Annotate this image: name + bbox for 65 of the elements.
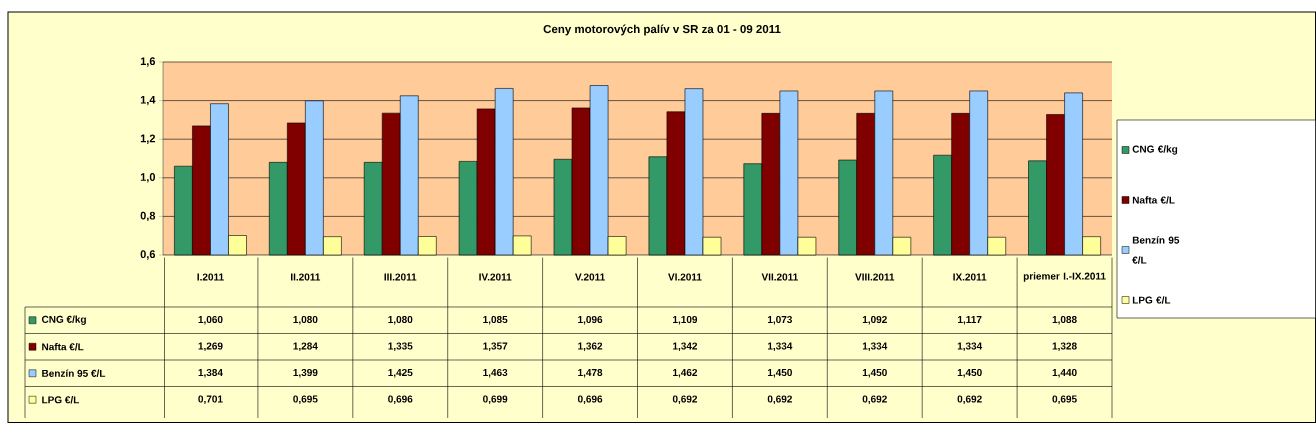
x-tick-label: VI.2011 — [668, 273, 702, 281]
x-tick-label: priemer I.-IX.2011 — [1023, 272, 1106, 282]
data-label: 0,695 — [1052, 395, 1077, 405]
data-label: 1,462 — [673, 368, 698, 378]
data-label: 1,463 — [483, 368, 508, 378]
y-tick-label: 1,0 — [140, 173, 156, 183]
legend-label: Nafta €/L — [1132, 196, 1175, 204]
y-tick-label: 0,8 — [140, 211, 156, 222]
x-tick-label: IX.2011 — [953, 273, 987, 281]
data-label: 1,357 — [483, 342, 508, 352]
data-label: 1,088 — [1052, 315, 1077, 325]
data-label: 0,692 — [957, 395, 982, 405]
data-label: 1,096 — [578, 315, 603, 325]
y-tick-label: 1,6 — [140, 57, 156, 67]
data-label: 1,399 — [293, 368, 318, 378]
data-label: 1,269 — [198, 342, 223, 352]
data-label: 1,117 — [958, 316, 982, 325]
legend-label: Benzín 95 €/L — [42, 369, 106, 378]
data-label: 0,699 — [483, 395, 508, 405]
data-label: 1,334 — [767, 342, 793, 352]
data-label: 1,060 — [198, 315, 223, 325]
data-label: 1,384 — [198, 368, 223, 378]
text: Nafta €/L — [42, 343, 84, 351]
data-label: 1,362 — [578, 342, 603, 352]
data-label: 0,692 — [862, 395, 887, 405]
data-label: 1,450 — [767, 368, 792, 378]
data-label: 0,701 — [198, 395, 223, 405]
data-label: 1,085 — [483, 315, 508, 325]
data-label: 1,080 — [388, 315, 413, 325]
data-label: 1,425 — [388, 368, 413, 378]
data-label: 0,692 — [767, 395, 792, 405]
x-tick-label: II.2011 — [291, 273, 321, 281]
data-label: 1,478 — [578, 368, 603, 378]
data-label: 1,284 — [293, 342, 318, 352]
x-tick-label: IV.2011 — [479, 273, 512, 281]
data-label: 1,092 — [862, 315, 887, 325]
data-label: 1,450 — [862, 368, 887, 378]
text: LPG €/L — [42, 396, 80, 404]
chart-title: Ceny motorových palív v SR za 01 - 09 2011 — [543, 24, 781, 36]
data-label: 0,695 — [293, 395, 318, 405]
legend-label: CNG €/kg — [1132, 145, 1178, 155]
x-tick-label: III.2011 — [384, 273, 417, 281]
text: CNG €/kg — [41, 315, 86, 325]
x-tick-label: V.2011 — [575, 273, 605, 281]
x-tick-label: VII.2011 — [761, 273, 798, 281]
data-label: 0,696 — [577, 395, 603, 405]
y-tick-label: 1,2 — [140, 134, 156, 144]
data-label: 0,696 — [388, 395, 413, 405]
data-label: 0,692 — [672, 395, 698, 405]
data-label: 1,335 — [388, 342, 413, 352]
data-label: 1,328 — [1052, 342, 1077, 352]
data-label: 1,334 — [957, 342, 983, 352]
y-tick-label: 0,6 — [140, 250, 156, 260]
y-tick-label: 1,4 — [140, 95, 156, 106]
data-label: 1,080 — [293, 315, 318, 325]
data-label: 1,073 — [767, 315, 793, 325]
data-label: 1,342 — [673, 342, 698, 352]
data-label: 1,334 — [862, 342, 888, 352]
data-label: 1,109 — [673, 315, 698, 325]
text: Benzín 95 €/L — [1132, 236, 1180, 264]
legend-label: LPG €/L — [1132, 296, 1171, 304]
x-tick-label: I.2011 — [197, 273, 224, 281]
data-label: 1,450 — [957, 368, 982, 378]
x-tick-label: VIII.2011 — [855, 273, 895, 281]
data-label: 1,440 — [1052, 368, 1077, 378]
